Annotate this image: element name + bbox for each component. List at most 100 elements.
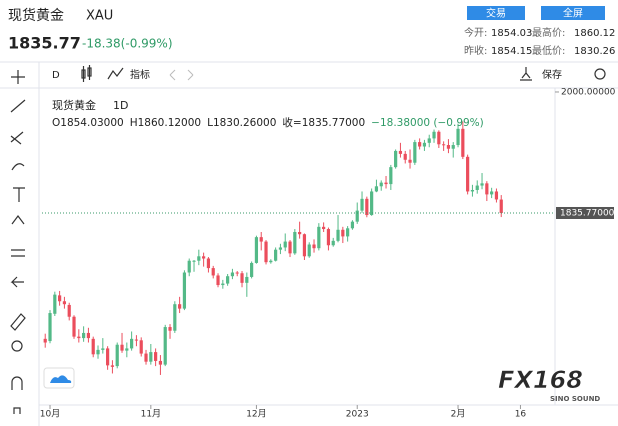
- instrument-name: 现货黄金: [8, 7, 64, 24]
- candle-body: [336, 229, 340, 241]
- candle-body: [384, 182, 388, 185]
- candle-body: [86, 332, 91, 339]
- candle-body: [398, 150, 403, 154]
- candle-body: [413, 142, 417, 163]
- fullscreen-button[interactable]: [541, 6, 605, 20]
- undo-redo[interactable]: [169, 69, 194, 81]
- candle-body: [278, 247, 283, 250]
- x-tick-label: 16: [515, 410, 527, 420]
- stat-value: 1854.15: [491, 46, 532, 57]
- candle-body: [259, 237, 263, 242]
- x-tick-label: 2月: [451, 409, 466, 420]
- candle-body: [422, 142, 427, 147]
- candle-body: [168, 327, 172, 331]
- trade-label[interactable]: 交易: [486, 7, 506, 20]
- indicator-icon[interactable]: [107, 67, 124, 80]
- candle-body: [235, 272, 239, 274]
- candle-body: [106, 348, 110, 366]
- candle-body: [307, 244, 311, 257]
- plot: 2000.00000 10月 11月 12月 2023 2月 16 1835.77000: [40, 87, 616, 419]
- candle-body: [403, 153, 407, 160]
- stat-value: 1860.12: [574, 28, 615, 39]
- candle-body: [62, 301, 67, 305]
- stat-label: 今开:: [464, 26, 487, 39]
- stat-label: 最高价:: [532, 26, 565, 39]
- candle-body: [245, 276, 249, 283]
- x-tick-label: 12月: [246, 409, 266, 420]
- candle-body: [240, 273, 244, 283]
- candle-body: [302, 234, 307, 257]
- candle-body: [206, 258, 211, 269]
- candle-body: [499, 199, 503, 213]
- candle-body: [254, 237, 259, 263]
- candle-body: [182, 272, 187, 309]
- candle-body: [374, 186, 379, 192]
- last-price-label: 1835.77000: [560, 208, 615, 218]
- candle-body: [187, 260, 191, 273]
- stat-label: 昨收:: [464, 44, 487, 57]
- candle-body: [230, 272, 235, 277]
- candle-body: [418, 142, 422, 147]
- candle-body: [317, 226, 321, 249]
- candle-body: [144, 353, 148, 362]
- x-tick-label: 11月: [141, 409, 161, 420]
- candle-body: [226, 276, 230, 284]
- candle-body: [67, 304, 71, 317]
- candle-body: [312, 244, 316, 249]
- fullscreen-label[interactable]: 全屏: [563, 7, 583, 20]
- candle-body: [192, 260, 196, 262]
- candle-body: [158, 360, 163, 365]
- candle-body: [480, 183, 484, 186]
- legend-item: O1854.03000: [52, 117, 124, 129]
- chart-interval: 1D: [113, 99, 128, 112]
- candle-body: [58, 295, 62, 302]
- interval-button[interactable]: D: [52, 70, 60, 81]
- candle-body: [350, 221, 355, 229]
- y-tick-label: 2000.00000: [561, 87, 616, 97]
- trade-button[interactable]: [467, 6, 525, 20]
- candle-body: [394, 150, 398, 168]
- candle-body: [154, 352, 158, 361]
- candle-body: [221, 283, 225, 286]
- candle-body: [250, 262, 254, 277]
- candle-body: [490, 191, 494, 195]
- drawing-tools[interactable]: [10, 70, 26, 414]
- logo: [50, 375, 72, 383]
- candle-body: [202, 256, 206, 259]
- candle-body: [494, 191, 499, 200]
- candle-body: [173, 304, 177, 331]
- candle-body: [331, 240, 335, 246]
- candle-body: [298, 231, 302, 235]
- indicators-button[interactable]: 指标: [130, 68, 150, 81]
- candle-body: [125, 348, 129, 351]
- candle-body: [442, 144, 446, 146]
- settings-icon[interactable]: [594, 68, 606, 80]
- candle-body: [293, 231, 297, 254]
- candle-body: [456, 128, 460, 146]
- candle-body: [120, 344, 124, 351]
- candle-body: [466, 156, 470, 192]
- candle-body: [264, 241, 268, 263]
- save-icon[interactable]: [520, 67, 532, 81]
- save-button[interactable]: 保存: [542, 68, 562, 81]
- candle-body: [82, 332, 86, 339]
- candle-body: [134, 339, 139, 341]
- candle-body: [53, 294, 57, 314]
- candle-body: [149, 352, 153, 362]
- x-tick-label: 2023: [346, 410, 369, 420]
- candle-body: [288, 241, 292, 254]
- x-tick-label: 10月: [40, 409, 60, 420]
- candle-body: [346, 228, 350, 237]
- candle-body: [178, 304, 182, 309]
- candle-body: [432, 131, 436, 139]
- candle-body: [130, 338, 134, 349]
- candle-icon[interactable]: [81, 65, 92, 82]
- candle-body: [360, 198, 364, 211]
- candle-body: [461, 128, 465, 157]
- candle-body: [110, 365, 115, 367]
- symbol: XAU: [86, 9, 113, 24]
- legend-item: 收=1835.77000: [282, 116, 365, 129]
- legend-item: H1860.12000: [130, 117, 201, 129]
- candle-body: [355, 210, 359, 222]
- chart-title: 现货黄金: [52, 98, 96, 112]
